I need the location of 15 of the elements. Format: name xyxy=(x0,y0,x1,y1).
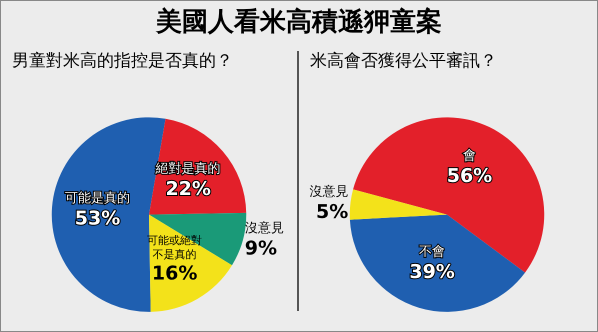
data-label: 9% xyxy=(244,238,278,260)
slice-label: 可能是真的 xyxy=(65,191,130,206)
chart-title: 美國人看米高積遜狎童案 xyxy=(154,6,443,39)
chart-title: 米高會否獲得公平審訊？ xyxy=(310,51,497,71)
slice-label: 沒意見 xyxy=(309,184,348,200)
data-label: 53% xyxy=(74,208,120,230)
slice-label: 會 xyxy=(462,148,476,164)
data-label: 22% xyxy=(165,178,211,200)
slice-label: 沒意見 xyxy=(244,221,284,236)
data-label: 5% xyxy=(316,201,348,224)
data-label: 56% xyxy=(446,165,492,188)
data-label: 39% xyxy=(409,261,455,284)
slice-label: 不會 xyxy=(419,244,446,260)
chart-subtitle: 男童對米高的指控是否真的？ xyxy=(12,51,233,71)
data-label: 16% xyxy=(152,262,198,284)
